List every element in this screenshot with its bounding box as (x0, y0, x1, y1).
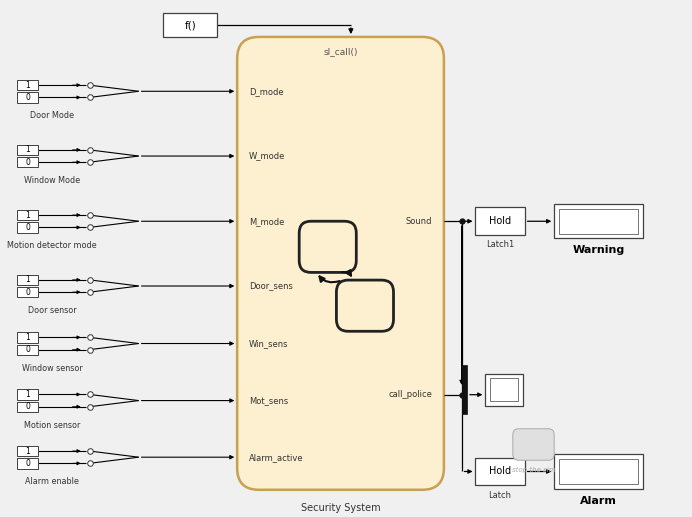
FancyBboxPatch shape (554, 204, 643, 238)
Text: Alarm_active: Alarm_active (249, 453, 304, 462)
Text: Latch: Latch (489, 491, 511, 499)
FancyBboxPatch shape (462, 365, 467, 415)
Text: 0: 0 (25, 93, 30, 102)
FancyBboxPatch shape (299, 221, 356, 272)
Text: Door Mode: Door Mode (30, 112, 74, 120)
Text: Warning: Warning (572, 245, 625, 255)
Text: 1: 1 (25, 210, 30, 220)
Text: D_mode: D_mode (249, 87, 284, 96)
Text: 1: 1 (25, 81, 30, 89)
FancyBboxPatch shape (475, 207, 525, 235)
Text: 1: 1 (25, 333, 30, 342)
Text: M_mode: M_mode (249, 217, 284, 226)
Text: W_mode: W_mode (249, 151, 285, 161)
Text: Sound: Sound (406, 217, 432, 226)
Text: 1: 1 (25, 390, 30, 399)
FancyBboxPatch shape (559, 209, 638, 234)
Text: Alarm: Alarm (580, 495, 617, 506)
Text: Door sensor: Door sensor (28, 306, 76, 315)
FancyBboxPatch shape (237, 37, 444, 490)
Text: call_police: call_police (388, 390, 432, 399)
FancyBboxPatch shape (559, 459, 638, 484)
Text: 1: 1 (25, 447, 30, 455)
Text: Mot_sens: Mot_sens (249, 396, 289, 405)
FancyBboxPatch shape (17, 458, 38, 468)
FancyBboxPatch shape (554, 454, 643, 489)
Text: Latch1: Latch1 (486, 240, 514, 249)
Text: sl_call(): sl_call() (323, 47, 358, 56)
Text: 1: 1 (25, 276, 30, 284)
Text: Door_sens: Door_sens (249, 282, 293, 291)
Text: 0: 0 (25, 158, 30, 166)
Text: 0: 0 (25, 345, 30, 354)
Text: 1: 1 (25, 145, 30, 155)
Text: 0: 0 (25, 402, 30, 411)
Text: Window Mode: Window Mode (24, 176, 80, 185)
Text: Motion sensor: Motion sensor (24, 421, 80, 430)
Text: Hold: Hold (489, 216, 511, 226)
FancyBboxPatch shape (17, 344, 38, 355)
Text: 0: 0 (25, 287, 30, 297)
FancyBboxPatch shape (17, 92, 38, 102)
FancyBboxPatch shape (17, 157, 38, 168)
Text: stop the sim: stop the sim (511, 467, 555, 473)
FancyBboxPatch shape (17, 145, 38, 155)
FancyBboxPatch shape (17, 80, 38, 90)
Text: f(): f() (185, 20, 197, 30)
FancyBboxPatch shape (490, 378, 518, 401)
Text: Security System: Security System (301, 503, 381, 512)
FancyBboxPatch shape (513, 429, 554, 460)
Text: Alarm enable: Alarm enable (25, 477, 79, 486)
Text: Hold: Hold (489, 466, 511, 477)
Text: Win_sens: Win_sens (249, 339, 289, 348)
FancyBboxPatch shape (163, 13, 217, 37)
Text: 0: 0 (25, 459, 30, 468)
FancyBboxPatch shape (17, 210, 38, 220)
FancyBboxPatch shape (485, 373, 522, 406)
FancyBboxPatch shape (17, 332, 38, 343)
Text: 0: 0 (25, 223, 30, 232)
FancyBboxPatch shape (475, 458, 525, 485)
FancyBboxPatch shape (336, 280, 394, 331)
FancyBboxPatch shape (17, 389, 38, 400)
FancyBboxPatch shape (17, 402, 38, 412)
FancyBboxPatch shape (17, 222, 38, 233)
FancyBboxPatch shape (17, 287, 38, 297)
Text: Motion detector mode: Motion detector mode (8, 241, 97, 250)
Text: Window sensor: Window sensor (21, 363, 82, 373)
FancyBboxPatch shape (17, 275, 38, 285)
FancyBboxPatch shape (11, 3, 692, 511)
FancyBboxPatch shape (17, 446, 38, 456)
